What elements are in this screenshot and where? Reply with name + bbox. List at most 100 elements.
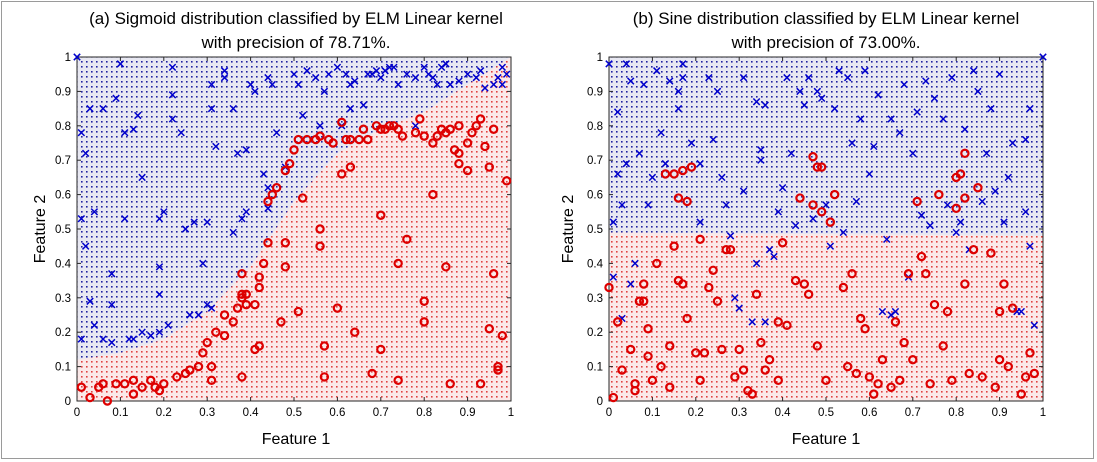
data-point-cross [626,280,635,288]
panel-sigmoid: (a) Sigmoid distribution classified by E… [32,9,514,448]
data-point-circle [393,375,403,386]
data-point-cross [138,328,146,336]
data-point-circle [354,134,364,145]
data-point-cross [696,218,704,226]
data-point-cross [160,208,168,216]
data-point-cross [90,321,99,330]
data-point-circle [977,372,987,382]
x-tick-label: 0.5 [286,407,302,419]
data-point-circle [986,248,996,258]
data-point-circle [319,341,330,351]
data-point-circle [916,251,927,262]
data-point-circle [795,193,805,203]
x-tick-label: 0.4 [243,407,260,419]
data-point-cross [883,235,891,244]
data-point-cross [99,335,107,343]
y-tick-label: 0.1 [55,362,71,374]
data-point-cross [403,70,411,78]
data-point-cross [618,201,626,209]
y-tick-label: 0.3 [55,293,71,305]
data-point-circle [480,141,490,152]
data-point-cross [112,94,120,103]
data-point-circle [202,337,212,348]
data-point-cross [1017,307,1026,316]
data-point-cross [830,104,839,113]
data-point-circle [454,121,464,131]
y-tick-label: 0 [597,396,603,408]
data-point-cross [648,173,657,182]
data-point-circle [193,361,204,372]
data-point-circle [734,344,744,355]
data-point-circle [938,341,948,351]
data-point-circle [250,299,260,310]
y-tick-label: 0.6 [55,190,71,202]
data-point-circle [280,262,291,272]
data-point-cross [852,197,861,206]
data-point-cross [129,125,138,133]
data-point-circle [393,258,403,269]
data-point-circle [467,127,477,138]
data-point-circle [964,368,974,379]
data-point-circle [337,169,347,179]
data-point-circle [271,183,282,193]
data-point-circle [120,379,130,389]
data-point-cross [207,104,216,113]
data-point-circle [1025,348,1035,358]
data-point-circle [960,279,970,289]
data-point-cross [264,204,272,213]
data-point-circle [254,341,264,351]
data-point-cross [177,128,185,137]
data-point-cross [186,311,194,319]
data-point-circle [890,317,901,327]
data-point-cross [446,80,454,89]
data-point-cross [861,67,869,75]
data-point-circle [332,303,343,313]
data-point-circle [903,269,914,279]
chart-title-line1: (a) Sigmoid distribution classified by E… [89,9,503,28]
data-point-cross [351,77,359,85]
data-point-circle [128,389,139,399]
data-point-cross [978,197,986,206]
data-point-circle [172,372,182,382]
data-point-cross [1021,208,1030,216]
data-point-cross [212,142,220,151]
data-point-cross [987,104,995,113]
data-point-cross [1004,173,1013,182]
data-point-cross [134,111,142,120]
data-point-circle [994,355,1005,365]
data-point-cross [778,183,787,192]
data-point-circle [454,148,464,159]
data-point-cross [233,149,242,158]
data-point-circle [315,131,325,141]
data-point-cross [121,214,129,223]
data-point-cross [626,77,635,85]
data-point-cross [168,115,177,123]
data-point-cross [220,73,229,82]
data-point-circle [263,196,273,207]
data-point-cross [242,208,250,216]
data-point-circle [942,306,953,317]
data-point-circle [721,244,731,255]
data-point-circle [315,241,325,251]
data-point-circle [960,193,970,203]
data-point-circle [643,351,653,361]
data-point-circle [111,379,121,389]
data-point-cross [294,80,303,89]
data-point-cross [190,218,198,226]
data-point-circle [751,289,762,300]
data-point-circle [219,310,230,320]
data-point-circle [76,382,87,392]
data-point-circle [686,162,697,172]
data-point-circle [488,269,499,279]
data-point-circle [102,396,113,406]
data-point-cross [264,73,272,82]
x-tick-label: 0.4 [775,407,792,419]
data-point-circle [682,196,692,207]
data-point-cross [442,60,450,68]
data-point-cross [77,128,86,137]
data-point-circle [747,389,757,399]
data-point-cross [674,104,683,113]
data-point-circle [445,124,455,134]
data-point-cross [86,104,94,113]
